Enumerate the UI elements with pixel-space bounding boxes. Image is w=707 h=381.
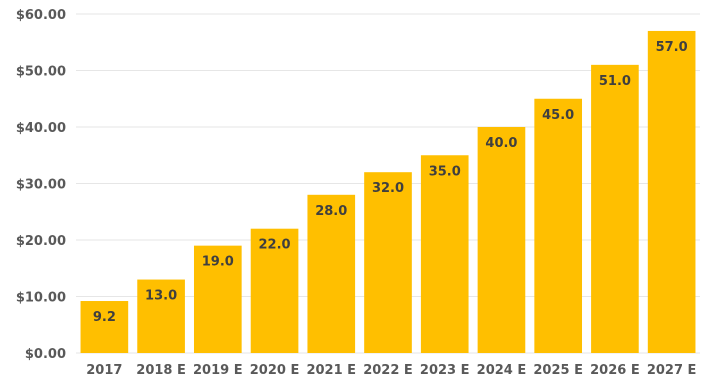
bar [137, 279, 185, 353]
y-tick-label: $10.00 [16, 291, 66, 306]
bar [364, 172, 412, 353]
x-tick-label: 2017 [86, 363, 122, 378]
x-tick-label: 2018 E [136, 363, 186, 378]
bar-value-label: 32.0 [372, 181, 404, 196]
x-tick-label: 2027 E [647, 363, 697, 378]
bar-value-label: 45.0 [542, 108, 574, 123]
bar [647, 30, 696, 353]
bar-value-label: 40.0 [485, 136, 517, 151]
y-tick-label: $60.00 [16, 8, 66, 23]
bar-value-label: 51.0 [599, 74, 631, 89]
bar [193, 245, 242, 353]
bar [307, 194, 356, 353]
y-tick-label: $0.00 [25, 347, 66, 362]
x-tick-label: 2022 E [363, 363, 413, 378]
x-tick-label: 2019 E [193, 363, 243, 378]
bar-value-label: 28.0 [315, 204, 347, 219]
y-tick-label: $20.00 [16, 234, 66, 249]
bar [250, 228, 299, 353]
bar-value-label: 19.0 [202, 255, 234, 270]
bars [80, 30, 696, 353]
x-tick-label: 2025 E [533, 363, 583, 378]
bar-value-label: 13.0 [145, 289, 177, 304]
y-tick-label: $30.00 [16, 178, 66, 193]
bar-value-label: 35.0 [429, 164, 461, 179]
bar-value-label: 9.2 [93, 310, 116, 325]
x-axis: 2017 2018 E 2019 E 2020 E 2021 E 2022 E 2023 E… [86, 363, 696, 378]
bar [534, 98, 583, 353]
y-axis: $0.00 $10.00 $20.00 $30.00 $40.00 $50.00 $60.0… [16, 8, 66, 362]
bar-value-label: 22.0 [259, 238, 291, 253]
x-tick-label: 2020 E [250, 363, 300, 378]
bar [477, 127, 526, 353]
bar-value-label: 57.0 [656, 40, 688, 55]
bar [591, 64, 639, 353]
y-tick-label: $50.00 [16, 65, 66, 80]
x-tick-label: 2021 E [306, 363, 356, 378]
x-tick-label: 2023 E [420, 363, 470, 378]
y-tick-label: $40.00 [16, 121, 66, 136]
x-tick-label: 2024 E [477, 363, 527, 378]
bar [420, 155, 469, 353]
x-tick-label: 2026 E [590, 363, 640, 378]
bar [80, 301, 129, 353]
data-labels: 9.2 13.0 19.0 22.0 28.0 32.0 35.0 40.0 45.0 51.0 5… [93, 40, 688, 325]
